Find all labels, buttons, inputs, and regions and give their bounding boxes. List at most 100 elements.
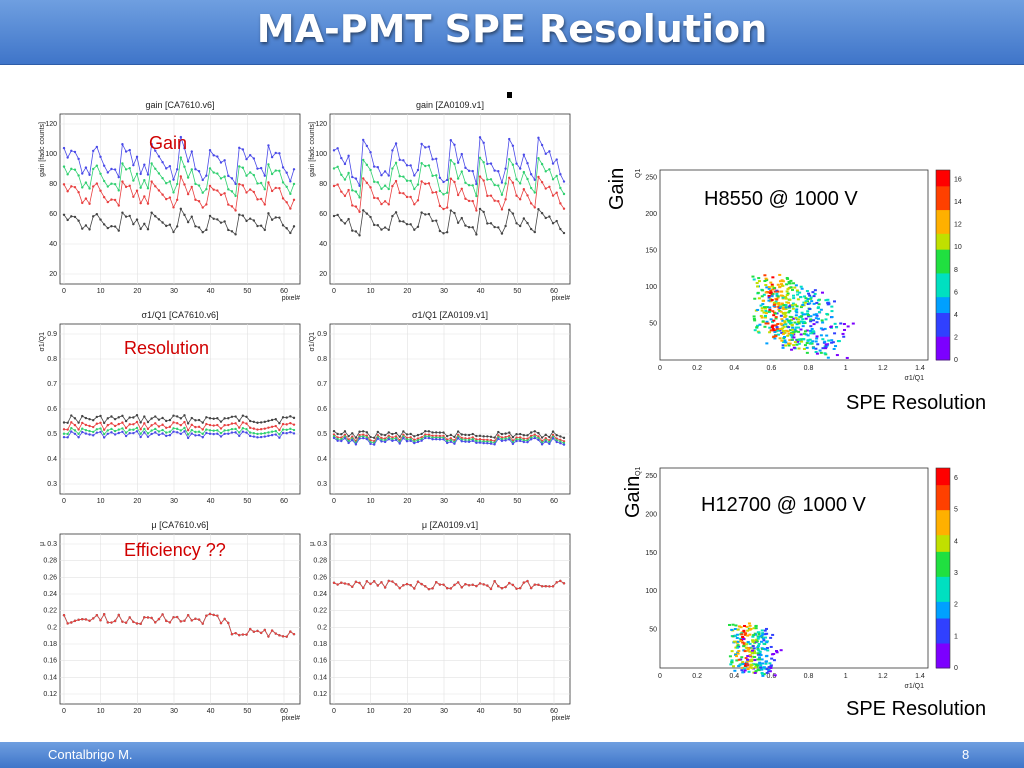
heatmap-bin (770, 283, 774, 286)
heatmap-bin (814, 313, 818, 316)
heatmap-bin (731, 623, 735, 626)
colorbar-cell (936, 476, 950, 486)
y-tick-label: 0.28 (43, 558, 57, 565)
heatmap-bin (787, 306, 791, 309)
heatmap-bin (764, 307, 768, 310)
colorbar-cell (936, 177, 950, 187)
series-line (63, 207, 295, 236)
heatmap-bin (743, 650, 747, 653)
heatmap-bin (757, 649, 761, 652)
heatmap-bin (771, 276, 775, 279)
heatmap-bin (756, 653, 760, 656)
heatmap-bin (793, 341, 797, 344)
heatmap-bin (748, 650, 752, 653)
heatmap-bin (799, 306, 803, 309)
heatmap-bin (802, 338, 806, 341)
heatmap-bin (804, 317, 808, 320)
colorbar-cell (936, 217, 950, 226)
heatmap-bin (801, 322, 805, 325)
heatmap-bin (757, 642, 761, 645)
heatmap-bin (808, 338, 812, 341)
heatmap-bin (785, 318, 789, 321)
heatmap-bin (764, 648, 768, 651)
heatmap-bin (814, 347, 818, 350)
heatmap-bin (764, 316, 768, 319)
heatmap-bin (767, 310, 771, 313)
colorbar-cell (936, 233, 950, 242)
y-tick-label: 0.9 (317, 331, 327, 338)
heatmap-bin (799, 315, 803, 318)
x-tick-label: 50 (243, 288, 251, 295)
heatmap-bin (761, 632, 765, 635)
y-tick-label: 0.3 (317, 481, 327, 488)
x-tick-label: 20 (403, 708, 411, 715)
heatmap-bin (757, 331, 761, 334)
heatmap-bin (815, 321, 819, 324)
heatmap-bin (824, 345, 828, 348)
y-tick-label: 60 (319, 211, 327, 218)
heatmap-bin (787, 311, 791, 314)
heatmap-bin (824, 299, 828, 302)
x-tick-label: 30 (440, 498, 448, 505)
heatmap-bin (781, 330, 785, 333)
series-line (333, 437, 565, 446)
heatmap-bin (774, 334, 778, 337)
heatmap-bin (802, 320, 806, 323)
plot-panel: σ1/Q1 [CA7610.v6] 0.3 0.4 0.5 0.6 0.7 0.8 0.9 0 1… (39, 310, 301, 505)
heatmap-bin (756, 308, 760, 311)
heatmap-bin (767, 668, 771, 671)
plot-panel: σ1/Q1 [ZA0109.v1] 0.3 0.4 0.5 0.6 0.7 0.8 0.9 0 1… (309, 310, 571, 505)
heatmap-bin (756, 285, 760, 288)
colorbar-cell (936, 609, 950, 619)
heatmap-bin (792, 336, 796, 339)
heatmap-bin (734, 655, 738, 658)
heatmap-bin (783, 316, 787, 319)
heatmap-bin (762, 639, 766, 642)
heatmap-bin (762, 293, 766, 296)
heatmap-bin (819, 308, 823, 311)
y-tick-label: 0.12 (313, 691, 327, 698)
heatmap-bin (812, 295, 816, 298)
heatmap-bin (776, 329, 780, 332)
x-tick-label: 50 (243, 708, 251, 715)
heatmap-bin (729, 663, 733, 666)
gain-axis-label-1: Gain (606, 167, 628, 210)
heatmap-bin (758, 661, 762, 664)
colorbar-tick-label: 8 (954, 267, 958, 274)
series-line (63, 414, 295, 425)
heatmap-bin (801, 318, 805, 321)
heatmap-bin (771, 285, 775, 288)
heatmap-bin (766, 322, 770, 325)
heatmap-bin (815, 337, 819, 340)
heatmap-bin (744, 657, 748, 660)
heatmap-bin (785, 294, 789, 297)
heatmap-bin (809, 296, 813, 299)
heatmap-bin (769, 281, 773, 284)
heatmap-bin (826, 356, 830, 359)
heatmap-bin (787, 280, 791, 283)
heatmap-bin (728, 655, 732, 658)
series-line (333, 208, 565, 237)
heatmap-bin (760, 629, 764, 632)
colorbar-cell (936, 225, 950, 234)
heatmap-bin (754, 627, 758, 630)
heatmap-bin (780, 332, 784, 335)
x-axis-label: pixel# (282, 295, 300, 302)
heatmap-bin (761, 320, 765, 323)
plot-panel: gain [ZA0109.v1] 20 40 60 80 100 120 0 10 20 30 40 5… (309, 100, 571, 302)
heatmap-bin (804, 297, 808, 300)
series-line (333, 136, 565, 188)
heatmap-h8550: 0 0.2 0.4 0.6 0.8 1 1.2 1.450100150200250σ1/Q1Q… (635, 169, 962, 382)
x-tick-label: 0 (658, 365, 662, 372)
colorbar-cell (936, 249, 950, 258)
heatmap-bin (753, 652, 757, 655)
heatmap-bin (814, 350, 818, 353)
heatmap-bin (736, 628, 740, 631)
heatmap-bin (784, 323, 788, 326)
heatmap-bin (764, 284, 768, 287)
heatmap-bin (806, 339, 810, 342)
x-tick-label: 50 (513, 498, 521, 505)
heatmap-bin (740, 669, 744, 672)
heatmap-bin (806, 297, 810, 300)
heatmap-bin (805, 346, 809, 349)
